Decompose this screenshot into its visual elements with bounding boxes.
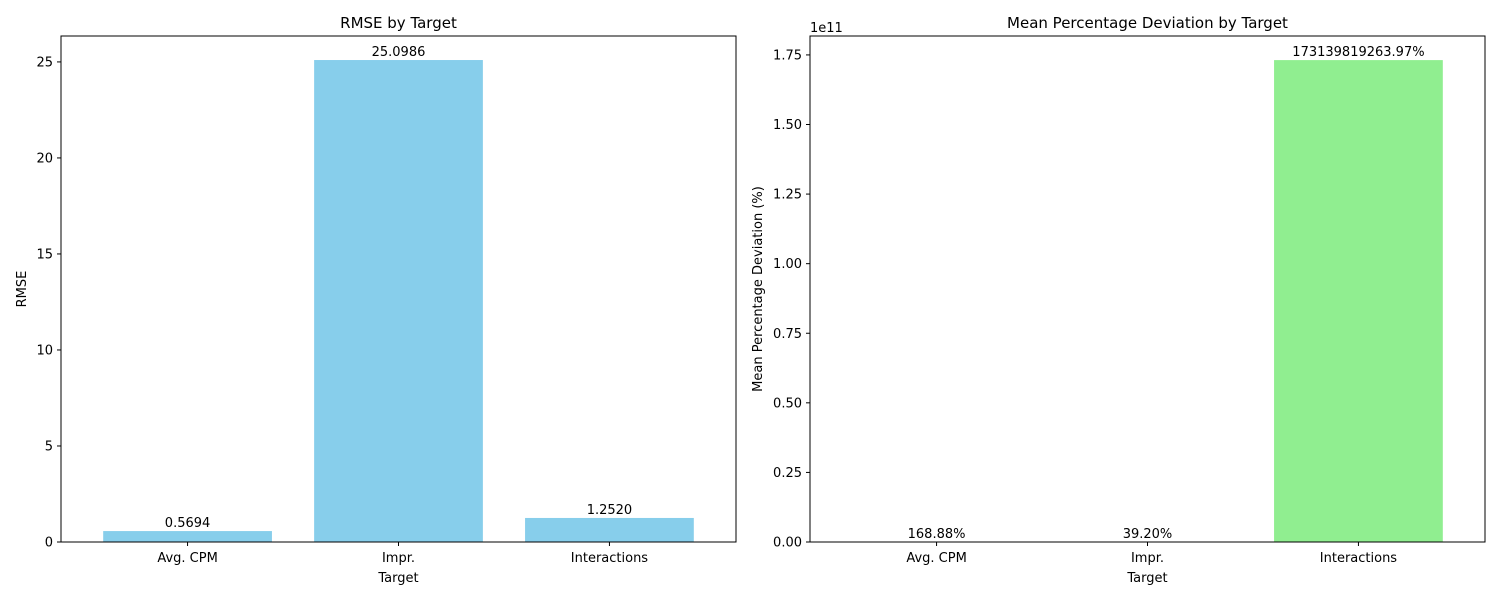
value-label-avg-cpm: 168.88% [908,527,966,542]
rmse-chart: RMSE by Target RMSE Target 0.5694 25.0986… [15,14,737,586]
plot-frame [809,35,1486,543]
x-tick-label: Avg. CPM [906,551,966,566]
x-axis-label: Target [377,571,418,586]
y-tick-label: 25 [36,55,53,70]
value-label-impr: 39.20% [1123,527,1173,542]
bars [1274,60,1443,542]
y-tick-label: 5 [45,439,53,454]
value-label-interactions: 1.2520 [587,503,633,518]
bar-avg-cpm [103,531,272,542]
x-tick-label: Avg. CPM [157,551,217,566]
x-tick-label: Interactions [1320,551,1398,566]
value-labels: 0.5694 25.0986 1.2520 [165,45,632,531]
y-tick-label: 10 [36,343,53,358]
value-label-interactions: 173139819263.97% [1292,45,1424,60]
plot-frame [60,35,737,543]
y-tick-label: 1.00 [773,257,802,272]
y-tick-label: 0.50 [773,396,802,411]
bar-interactions [1274,60,1443,542]
y-ticks: 0 5 10 15 20 25 [36,55,61,551]
x-tick-label: Impr. [382,551,415,566]
x-ticks: Avg. CPM Impr. Interactions [157,542,648,566]
chart-title: Mean Percentage Deviation by Target [1007,14,1288,32]
y-tick-label: 1.25 [773,188,802,203]
value-label-impr: 25.0986 [372,45,426,60]
y-tick-label: 0.25 [773,466,802,481]
x-ticks: Avg. CPM Impr. Interactions [906,542,1397,566]
y-tick-label: 0.00 [773,536,802,551]
y-axis-label: Mean Percentage Deviation (%) [751,186,766,392]
mean-percentage-deviation-chart: Mean Percentage Deviation by Target 1e11… [751,14,1486,586]
value-labels: 168.88% 39.20% 173139819263.97% [908,45,1425,542]
bar-impr [314,60,483,542]
y-tick-label: 1.50 [773,118,802,133]
x-axis-label: Target [1126,571,1167,586]
value-label-avg-cpm: 0.5694 [165,516,211,531]
x-tick-label: Interactions [571,551,649,566]
y-ticks: 0.00 0.25 0.50 0.75 1.00 1.25 1.50 1.75 [773,48,810,551]
y-tick-label: 0 [45,536,53,551]
y-axis-label: RMSE [15,271,30,308]
bar-interactions [525,517,694,542]
y-tick-label: 0.75 [773,327,802,342]
bars [103,60,694,542]
y-tick-label: 15 [36,247,53,262]
x-tick-label: Impr. [1131,551,1164,566]
chart-title: RMSE by Target [340,14,457,32]
axis-multiplier: 1e11 [810,21,843,36]
y-tick-label: 20 [36,151,53,166]
y-tick-label: 1.75 [773,48,802,63]
